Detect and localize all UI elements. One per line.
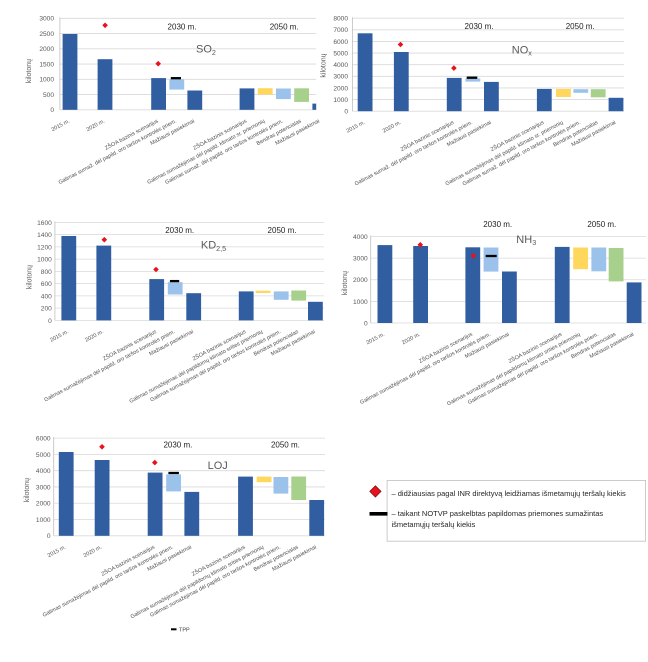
svg-text:1000: 1000	[36, 517, 51, 524]
svg-text:2000: 2000	[39, 46, 54, 53]
svg-text:1000: 1000	[37, 257, 52, 264]
svg-text:5000: 5000	[36, 452, 51, 459]
svg-text:SO2: SO2	[196, 44, 216, 57]
svg-text:– taikant NOTVP paskelbtas pap: – taikant NOTVP paskelbtas papildomas pr…	[392, 509, 604, 518]
svg-text:2030 m.: 2030 m.	[165, 226, 194, 235]
svg-text:4000: 4000	[36, 468, 51, 475]
svg-text:KD2,5: KD2,5	[201, 240, 226, 253]
svg-text:1000: 1000	[353, 299, 368, 306]
svg-text:4000: 4000	[333, 62, 348, 69]
svg-text:2000: 2000	[36, 501, 51, 508]
svg-text:0: 0	[50, 107, 54, 114]
svg-text:kilotonų: kilotonų	[26, 59, 33, 83]
svg-text:2000: 2000	[353, 277, 368, 284]
svg-text:TPP: TPP	[179, 628, 190, 634]
svg-text:2030 m.: 2030 m.	[163, 441, 192, 450]
svg-text:0: 0	[364, 320, 368, 327]
svg-text:2500: 2500	[39, 31, 54, 38]
svg-text:2050 m.: 2050 m.	[271, 441, 300, 450]
svg-text:2030 m.: 2030 m.	[465, 22, 494, 31]
svg-text:kilotonų: kilotonų	[321, 53, 328, 77]
svg-text:1200: 1200	[37, 244, 52, 251]
svg-text:0: 0	[48, 318, 52, 325]
svg-text:3000: 3000	[36, 484, 51, 491]
svg-text:2030 m.: 2030 m.	[168, 22, 197, 31]
svg-text:1000: 1000	[39, 77, 54, 84]
svg-text:2050 m.: 2050 m.	[566, 22, 595, 31]
svg-text:6000: 6000	[333, 39, 348, 46]
svg-text:500: 500	[43, 92, 54, 99]
svg-text:0: 0	[47, 533, 51, 540]
svg-text:8000: 8000	[333, 16, 348, 23]
svg-text:NOx: NOx	[512, 44, 533, 57]
svg-text:800: 800	[41, 269, 52, 276]
svg-text:2050 m.: 2050 m.	[270, 22, 299, 31]
svg-text:600: 600	[41, 281, 52, 288]
svg-text:400: 400	[41, 293, 52, 300]
svg-text:2000: 2000	[333, 85, 348, 92]
svg-text:3000: 3000	[333, 74, 348, 81]
svg-text:kilotonų: kilotonų	[342, 271, 349, 295]
svg-text:LOJ: LOJ	[208, 460, 228, 472]
svg-text:5000: 5000	[333, 50, 348, 57]
svg-text:išmetamųjų teršalų kiekis: išmetamųjų teršalų kiekis	[392, 520, 476, 529]
svg-text:2050 m.: 2050 m.	[587, 220, 616, 229]
svg-text:1600: 1600	[37, 220, 52, 227]
svg-text:3000: 3000	[39, 16, 54, 23]
svg-text:kilotonų: kilotonų	[24, 478, 31, 502]
svg-text:0: 0	[344, 109, 348, 116]
svg-text:kilotonų: kilotonų	[27, 265, 34, 289]
svg-text:NH3: NH3	[516, 234, 536, 247]
svg-text:2030 m.: 2030 m.	[483, 220, 512, 229]
svg-text:1000: 1000	[333, 97, 348, 104]
svg-text:7000: 7000	[333, 27, 348, 34]
svg-text:– didžiausias pagal INR direkt: – didžiausias pagal INR direktyvą leidži…	[392, 489, 627, 498]
svg-text:3000: 3000	[353, 256, 368, 263]
svg-text:200: 200	[41, 306, 52, 313]
svg-text:1400: 1400	[37, 232, 52, 239]
svg-text:1500: 1500	[39, 61, 54, 68]
svg-text:4000: 4000	[353, 234, 368, 241]
svg-text:2050 m.: 2050 m.	[268, 226, 297, 235]
svg-text:6000: 6000	[36, 436, 51, 443]
